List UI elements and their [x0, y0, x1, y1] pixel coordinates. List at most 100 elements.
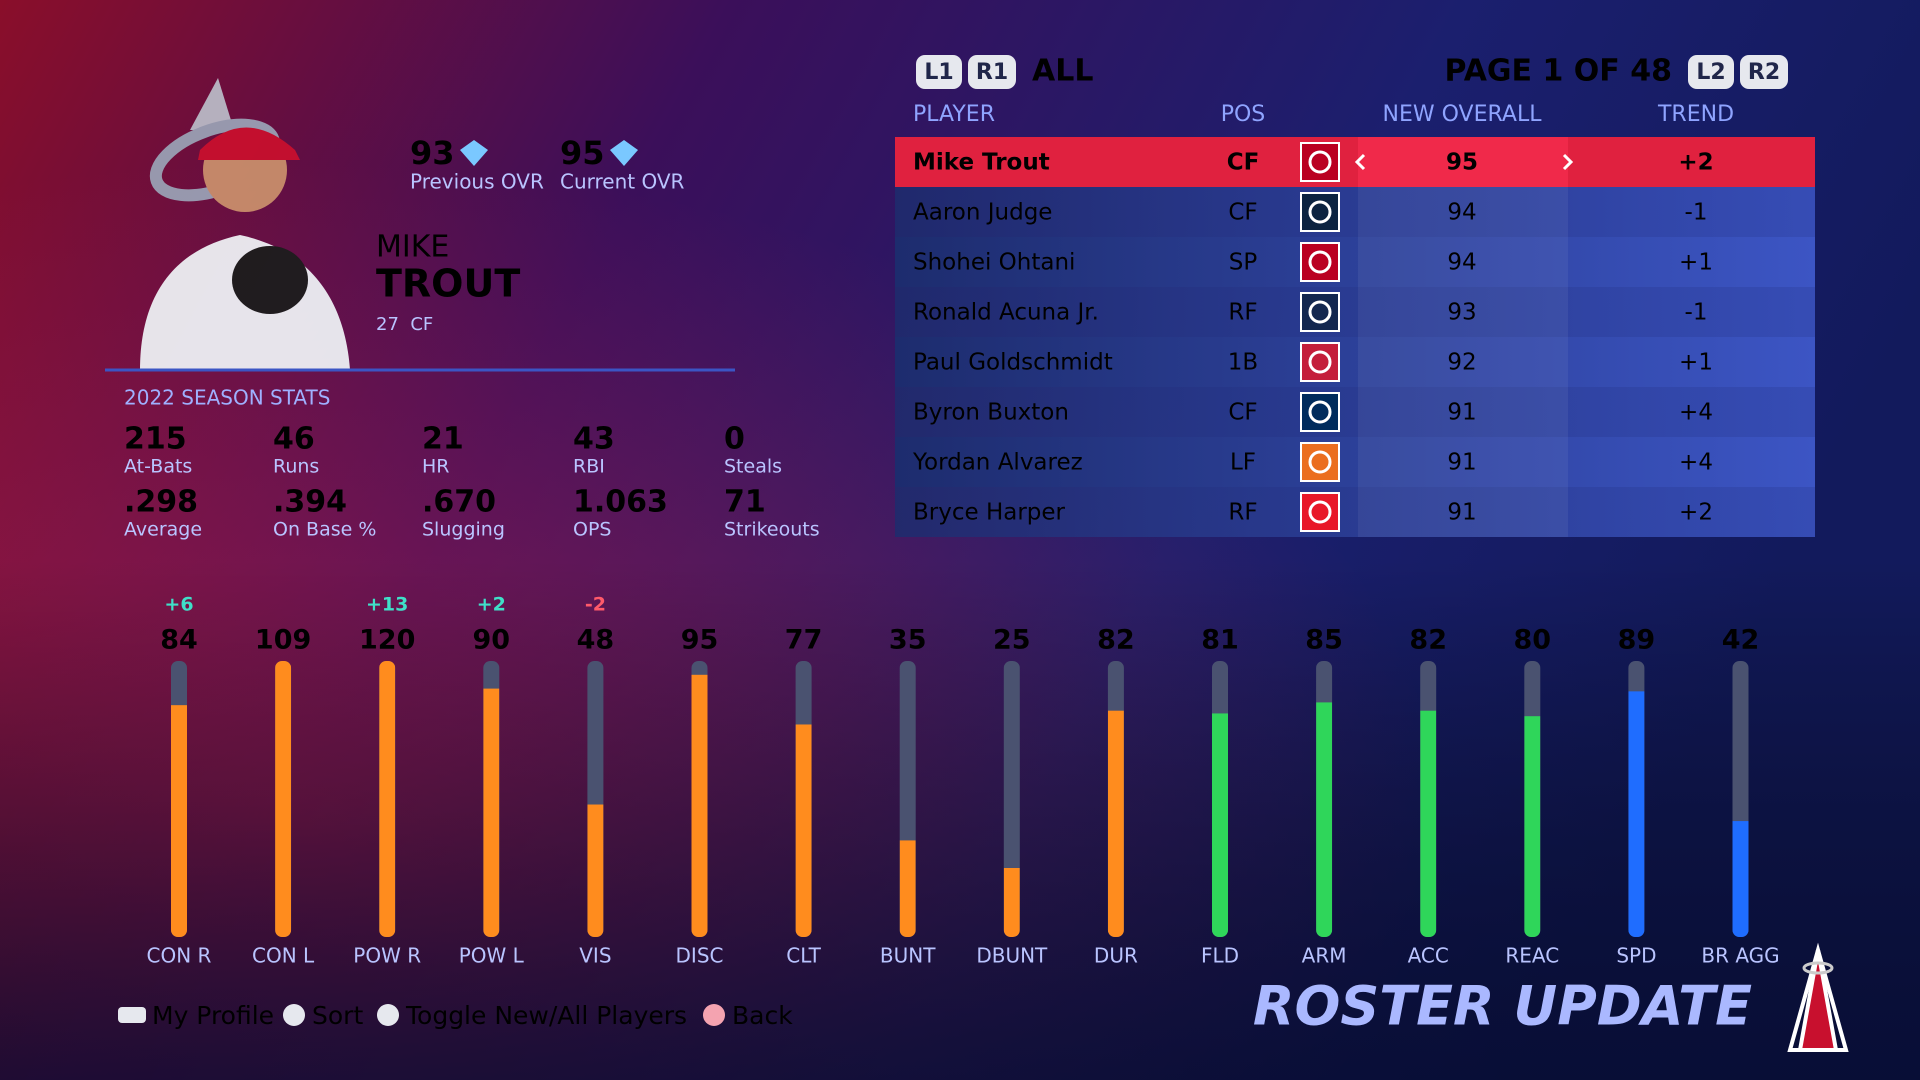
team-logo	[1300, 292, 1340, 332]
stat-label: OPS	[573, 519, 611, 541]
bar	[1420, 710, 1437, 937]
shoulder-button-label: R1	[976, 60, 1008, 85]
footer-action[interactable]: Toggle New/All Players	[405, 1001, 687, 1030]
stat-value: 215	[124, 422, 187, 457]
position: SP	[1229, 250, 1258, 276]
attribute-name: DUR	[1094, 944, 1138, 968]
attribute-bars: +6 84 CON R 109 CON L +13 120 POW R +2 90 POW L -2 4…	[147, 594, 1780, 968]
attribute-value: 109	[255, 625, 311, 656]
player-art	[140, 78, 350, 370]
stat-value: .394	[273, 485, 347, 520]
player-name: Aaron Judge	[913, 200, 1052, 226]
shoulder-button[interactable]	[968, 55, 1016, 89]
shoulder-button[interactable]	[1740, 55, 1788, 89]
stat-label: HR	[422, 456, 450, 478]
number-position: 27 CF	[376, 314, 433, 335]
trend: +1	[1679, 350, 1713, 376]
filter: ALL	[1032, 54, 1093, 89]
table-row[interactable]	[895, 287, 1815, 337]
footer: My Profile Sort Toggle New/All Players Back…	[118, 975, 1752, 1038]
player-name: Byron Buxton	[913, 400, 1069, 426]
overall-column-bg	[1358, 437, 1568, 487]
player-name: Mike Trout	[913, 150, 1050, 176]
touchpad-icon	[118, 1007, 146, 1023]
new-overall: 94	[1447, 200, 1476, 226]
current-ovr: 95	[560, 134, 605, 172]
new-overall: 93	[1447, 300, 1476, 326]
column-header: PLAYER	[913, 102, 995, 127]
team-logo	[1300, 342, 1340, 382]
attribute-value: 90	[473, 625, 511, 656]
position: LF	[1230, 450, 1256, 476]
diamond-icon	[460, 140, 488, 166]
attribute-name: CLT	[786, 944, 821, 968]
table-row[interactable]	[895, 387, 1815, 437]
table-row[interactable]	[895, 187, 1815, 237]
shoulder-button[interactable]	[916, 55, 962, 89]
new-overall: 94	[1447, 250, 1476, 276]
attribute-name: SPD	[1616, 944, 1656, 968]
column-header: TREND	[1657, 102, 1734, 127]
new-overall: 91	[1447, 500, 1476, 526]
attribute-name: DBUNT	[976, 944, 1048, 968]
table-row[interactable]	[895, 437, 1815, 487]
overall-column-bg	[1358, 137, 1568, 187]
overall-column-bg	[1358, 387, 1568, 437]
attribute-value: 48	[577, 625, 615, 656]
team-logo-mark	[1308, 150, 1332, 174]
team-logo-mark	[1308, 250, 1332, 274]
stat-label: Strikeouts	[724, 519, 820, 541]
cross-icon	[283, 1004, 305, 1026]
page-indicator: PAGE 1 OF 48	[1444, 54, 1672, 89]
bar	[1212, 713, 1228, 937]
attribute-change: -2	[585, 594, 606, 616]
stats-title: 2022 SEASON STATS	[124, 386, 330, 410]
circle-icon	[703, 1004, 725, 1026]
footer-action[interactable]: My Profile	[152, 1001, 274, 1030]
table-row[interactable]	[895, 337, 1815, 387]
attribute-name: ACC	[1408, 944, 1449, 968]
attribute-name: POW L	[459, 944, 525, 968]
bar	[1316, 702, 1333, 937]
attribute-value: 25	[993, 625, 1031, 656]
attribute-name: BUNT	[880, 944, 936, 968]
position: RF	[1228, 500, 1257, 526]
attribute-change: +13	[366, 594, 408, 616]
attribute-name: CON L	[252, 944, 315, 968]
bar	[1732, 821, 1749, 937]
bar	[795, 724, 812, 937]
stat-label: Slugging	[422, 519, 505, 541]
column-header: NEW OVERALL	[1383, 102, 1543, 127]
stat-value: .670	[422, 485, 496, 520]
trend: +2	[1679, 500, 1713, 526]
team-logo	[1300, 242, 1340, 282]
stat-value: 0	[724, 422, 745, 457]
attribute-name: ARM	[1302, 944, 1347, 968]
arrow-left[interactable]	[1354, 153, 1366, 171]
arrow-right[interactable]	[1562, 153, 1574, 171]
team-logo-mark	[1308, 300, 1332, 324]
previous-ovr-label: Previous OVR	[410, 170, 544, 194]
player-name: Ronald Acuna Jr.	[913, 300, 1099, 326]
attribute-change: +6	[164, 594, 193, 616]
shoulder-button-label: R2	[1748, 60, 1780, 85]
new-overall: 95	[1446, 150, 1478, 176]
shoulder-button[interactable]	[1688, 55, 1734, 89]
attribute-value: 35	[889, 625, 927, 656]
team-logo	[1300, 142, 1340, 182]
footer-action[interactable]: Sort	[312, 1001, 363, 1030]
stat-value: .298	[124, 485, 198, 520]
player-name: Paul Goldschmidt	[913, 350, 1113, 376]
team-logo	[1300, 442, 1340, 482]
table-row[interactable]	[895, 487, 1815, 537]
overall-column-bg	[1358, 337, 1568, 387]
brand: ROSTER UPDATE	[1253, 975, 1752, 1038]
stat-value: 71	[724, 485, 766, 520]
footer-action[interactable]: Back	[732, 1001, 793, 1030]
trend: +1	[1679, 250, 1713, 276]
team-logo-mark	[1308, 500, 1332, 524]
table-row[interactable]	[895, 237, 1815, 287]
square-icon	[377, 1004, 399, 1026]
